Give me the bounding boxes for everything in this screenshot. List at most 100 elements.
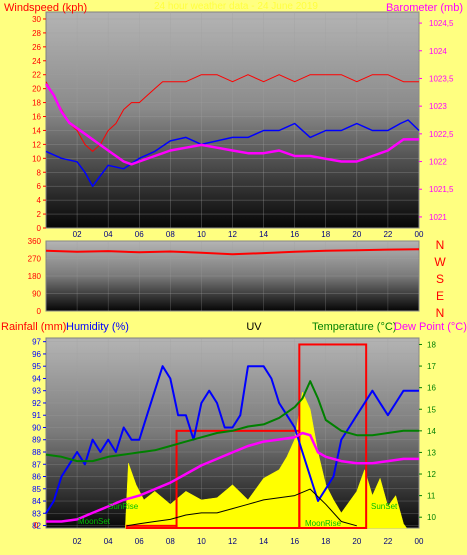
time-tick-label: 02 (73, 537, 82, 546)
compass-label: E (436, 289, 444, 303)
humidity-tick-label: 82 (32, 522, 41, 531)
time-tick-label: 14 (259, 230, 268, 239)
time-tick-label: 04 (104, 537, 113, 546)
series-temperature (45, 380, 419, 463)
humidity-tick-label: 88 (32, 448, 41, 457)
windspeed-tick-label: 22 (32, 71, 41, 80)
time-tick-label: 20 (352, 537, 361, 546)
time-tick-label: 12 (228, 537, 237, 546)
humidity-axis-label: Humidity (%) (66, 321, 129, 333)
compass-label: N (436, 238, 445, 252)
moonset-label: MoonSet (78, 517, 111, 526)
windspeed-tick-label: 28 (32, 29, 41, 38)
windspeed-tick-label: 16 (32, 113, 41, 122)
series-gust (45, 74, 419, 152)
temperature-tick-label: 13 (427, 448, 436, 457)
barometer-tick-label: 1021 (429, 213, 447, 222)
wind-time-ticks: 02 04 06 08 10 12 14 16 18 20 22 00 (73, 230, 424, 239)
series-solar-fill (125, 391, 408, 529)
windspeed-tick-label: 12 (32, 140, 41, 149)
barometer-tick-label: 1021,5 (429, 185, 454, 194)
humidity-tick-label: 95 (32, 362, 41, 371)
windspeed-tick-label: 10 (32, 154, 41, 163)
series-average (45, 119, 420, 187)
barometer-axis-label: Barometer (mb) (386, 2, 463, 14)
humidity-tick-label: 96 (32, 350, 41, 359)
temperature-tick-label: 14 (427, 427, 436, 436)
barometer-ticks: 1021 1021,5 1022 1022,5 1023 1023,5 1024 1024,5 (419, 19, 454, 222)
windspeed-axis-label: Windspeed (kph) (4, 2, 87, 14)
windspeed-tick-label: 14 (32, 126, 41, 135)
time-tick-label: 06 (135, 230, 144, 239)
time-tick-label: 12 (228, 230, 237, 239)
panel-wind-direction: 0 90 180 270 360 N W S E N (28, 237, 447, 320)
humidity-tick-label: 85 (32, 485, 41, 494)
compass-label: S (436, 272, 444, 286)
compass-label: N (436, 306, 445, 320)
time-tick-label: 14 (259, 537, 268, 546)
windspeed-tick-label: 8 (37, 168, 42, 177)
humidity-tick-label: 84 (32, 497, 41, 506)
humidity-ticks: 82 83 84 85 86 87 88 89 90 91 92 93 94 95 96 97 (32, 338, 46, 531)
series-humidity (45, 365, 419, 514)
window-title: 24 hour weather data - 24 June 2019 (154, 1, 318, 12)
humidity-tick-label: 83 (32, 509, 41, 518)
moonrise-label: MoonRise (305, 519, 342, 528)
time-tick-label: 08 (166, 537, 175, 546)
direction-gridlines (46, 240, 420, 312)
temperature-tick-label: 18 (427, 340, 436, 349)
direction-series (45, 248, 420, 256)
temperature-tick-label: 10 (427, 513, 436, 522)
time-tick-label: 00 (415, 230, 424, 239)
time-tick-label: 10 (197, 537, 206, 546)
time-tick-label: 08 (166, 230, 175, 239)
direction-tick-label: 0 (37, 307, 42, 316)
barometer-tick-label: 1023,5 (429, 74, 454, 83)
series-dewpoint (46, 431, 419, 523)
windspeed-tick-label: 30 (32, 15, 41, 24)
temperature-time-ticks: 02 04 06 08 10 12 14 16 18 20 22 00 (73, 537, 424, 546)
solar-radiation-area (125, 391, 408, 529)
sunrise-label: SunRise (108, 502, 139, 511)
series-wind-direction (45, 248, 420, 256)
rainfall-axis-label: Rainfall (mm) (1, 321, 66, 333)
temperature-tick-label: 11 (427, 492, 436, 501)
direction-tick-label: 90 (32, 290, 41, 299)
time-tick-label: 02 (73, 230, 82, 239)
windspeed-tick-label: 6 (37, 182, 42, 191)
panel-wind-baro: 24 hour weather data - 24 June 2019 Wind… (4, 1, 463, 239)
humidity-tick-label: 92 (32, 399, 41, 408)
uv-index-box (125, 524, 178, 529)
time-tick-label: 16 (290, 230, 299, 239)
time-tick-label: 22 (383, 537, 392, 546)
compass-labels: N W S E N (434, 238, 446, 320)
direction-tick-label: 180 (28, 272, 42, 281)
series-solar (126, 488, 357, 527)
windspeed-tick-label: 26 (32, 43, 41, 52)
humidity-tick-label: 90 (32, 423, 41, 432)
temperature-ticks: 10 11 12 13 14 15 16 17 18 (419, 340, 436, 522)
compass-label: W (434, 255, 446, 269)
humidity-tick-label: 89 (32, 436, 41, 445)
barometer-tick-label: 1022,5 (429, 130, 454, 139)
temperature-tick-label: 15 (427, 405, 436, 414)
direction-tick-label: 270 (28, 255, 42, 264)
humidity-tick-label: 93 (32, 387, 41, 396)
windspeed-tick-label: 24 (32, 57, 41, 66)
sunset-label: SunSet (371, 502, 398, 511)
barometer-tick-label: 1023 (429, 102, 447, 111)
windspeed-tick-label: 18 (32, 99, 41, 108)
humidity-tick-label: 86 (32, 473, 41, 482)
humidity-tick-label: 94 (32, 374, 41, 383)
direction-tick-label: 360 (28, 237, 42, 246)
wind-gridlines (46, 12, 420, 229)
time-tick-label: 18 (321, 537, 330, 546)
dewpoint-axis-label: Dew Point (°C) (394, 321, 467, 333)
humidity-tick-label: 91 (32, 411, 41, 420)
panel-temperature: Rainfall (mm) Humidity (%) UV Temperatur… (1, 321, 467, 546)
time-tick-label: 10 (197, 230, 206, 239)
uv-axis-label: UV (246, 321, 262, 333)
